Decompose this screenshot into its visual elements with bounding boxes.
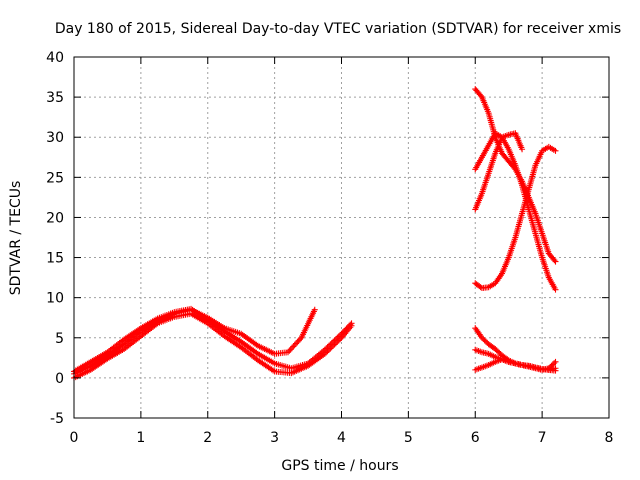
y-tick-label: 25 <box>46 170 64 186</box>
y-tick-label: 35 <box>46 90 64 106</box>
chart-title: Day 180 of 2015, Sidereal Day-to-day VTE… <box>55 21 621 37</box>
series-markers <box>472 134 559 293</box>
series-markers <box>472 143 559 292</box>
x-tick-label: 4 <box>337 430 346 446</box>
y-tick-label: 0 <box>55 371 64 387</box>
y-tick-label: -5 <box>50 411 64 427</box>
x-tick-label: 7 <box>538 430 547 446</box>
x-tick-label: 6 <box>471 430 480 446</box>
series-markers <box>472 356 559 374</box>
y-tick-label: 20 <box>46 210 64 226</box>
series-markers <box>472 130 526 173</box>
x-axis-label: GPS time / hours <box>281 458 398 474</box>
series-trace-5 <box>472 130 526 173</box>
series-trace-7 <box>472 143 559 292</box>
x-tick-label: 3 <box>270 430 279 446</box>
data-layer <box>71 86 559 381</box>
y-tick-label: 5 <box>55 331 64 347</box>
series-trace-6 <box>472 134 559 293</box>
ticks: 0 1 2 3 4 5 6 7 8 -5 0 5 10 15 20 25 30 35 40 <box>46 50 613 446</box>
y-axis-label: SDTVAR / TECUs <box>8 181 24 296</box>
x-tick-label: 8 <box>605 430 614 446</box>
y-tick-label: 15 <box>46 251 64 267</box>
y-tick-label: 10 <box>46 291 64 307</box>
series-trace-10 <box>472 356 559 374</box>
x-tick-label: 1 <box>136 430 145 446</box>
x-tick-label: 5 <box>404 430 413 446</box>
y-tick-label: 40 <box>46 50 64 66</box>
y-tick-label: 30 <box>46 130 64 146</box>
x-tick-label: 2 <box>203 430 212 446</box>
x-tick-label: 0 <box>70 430 79 446</box>
